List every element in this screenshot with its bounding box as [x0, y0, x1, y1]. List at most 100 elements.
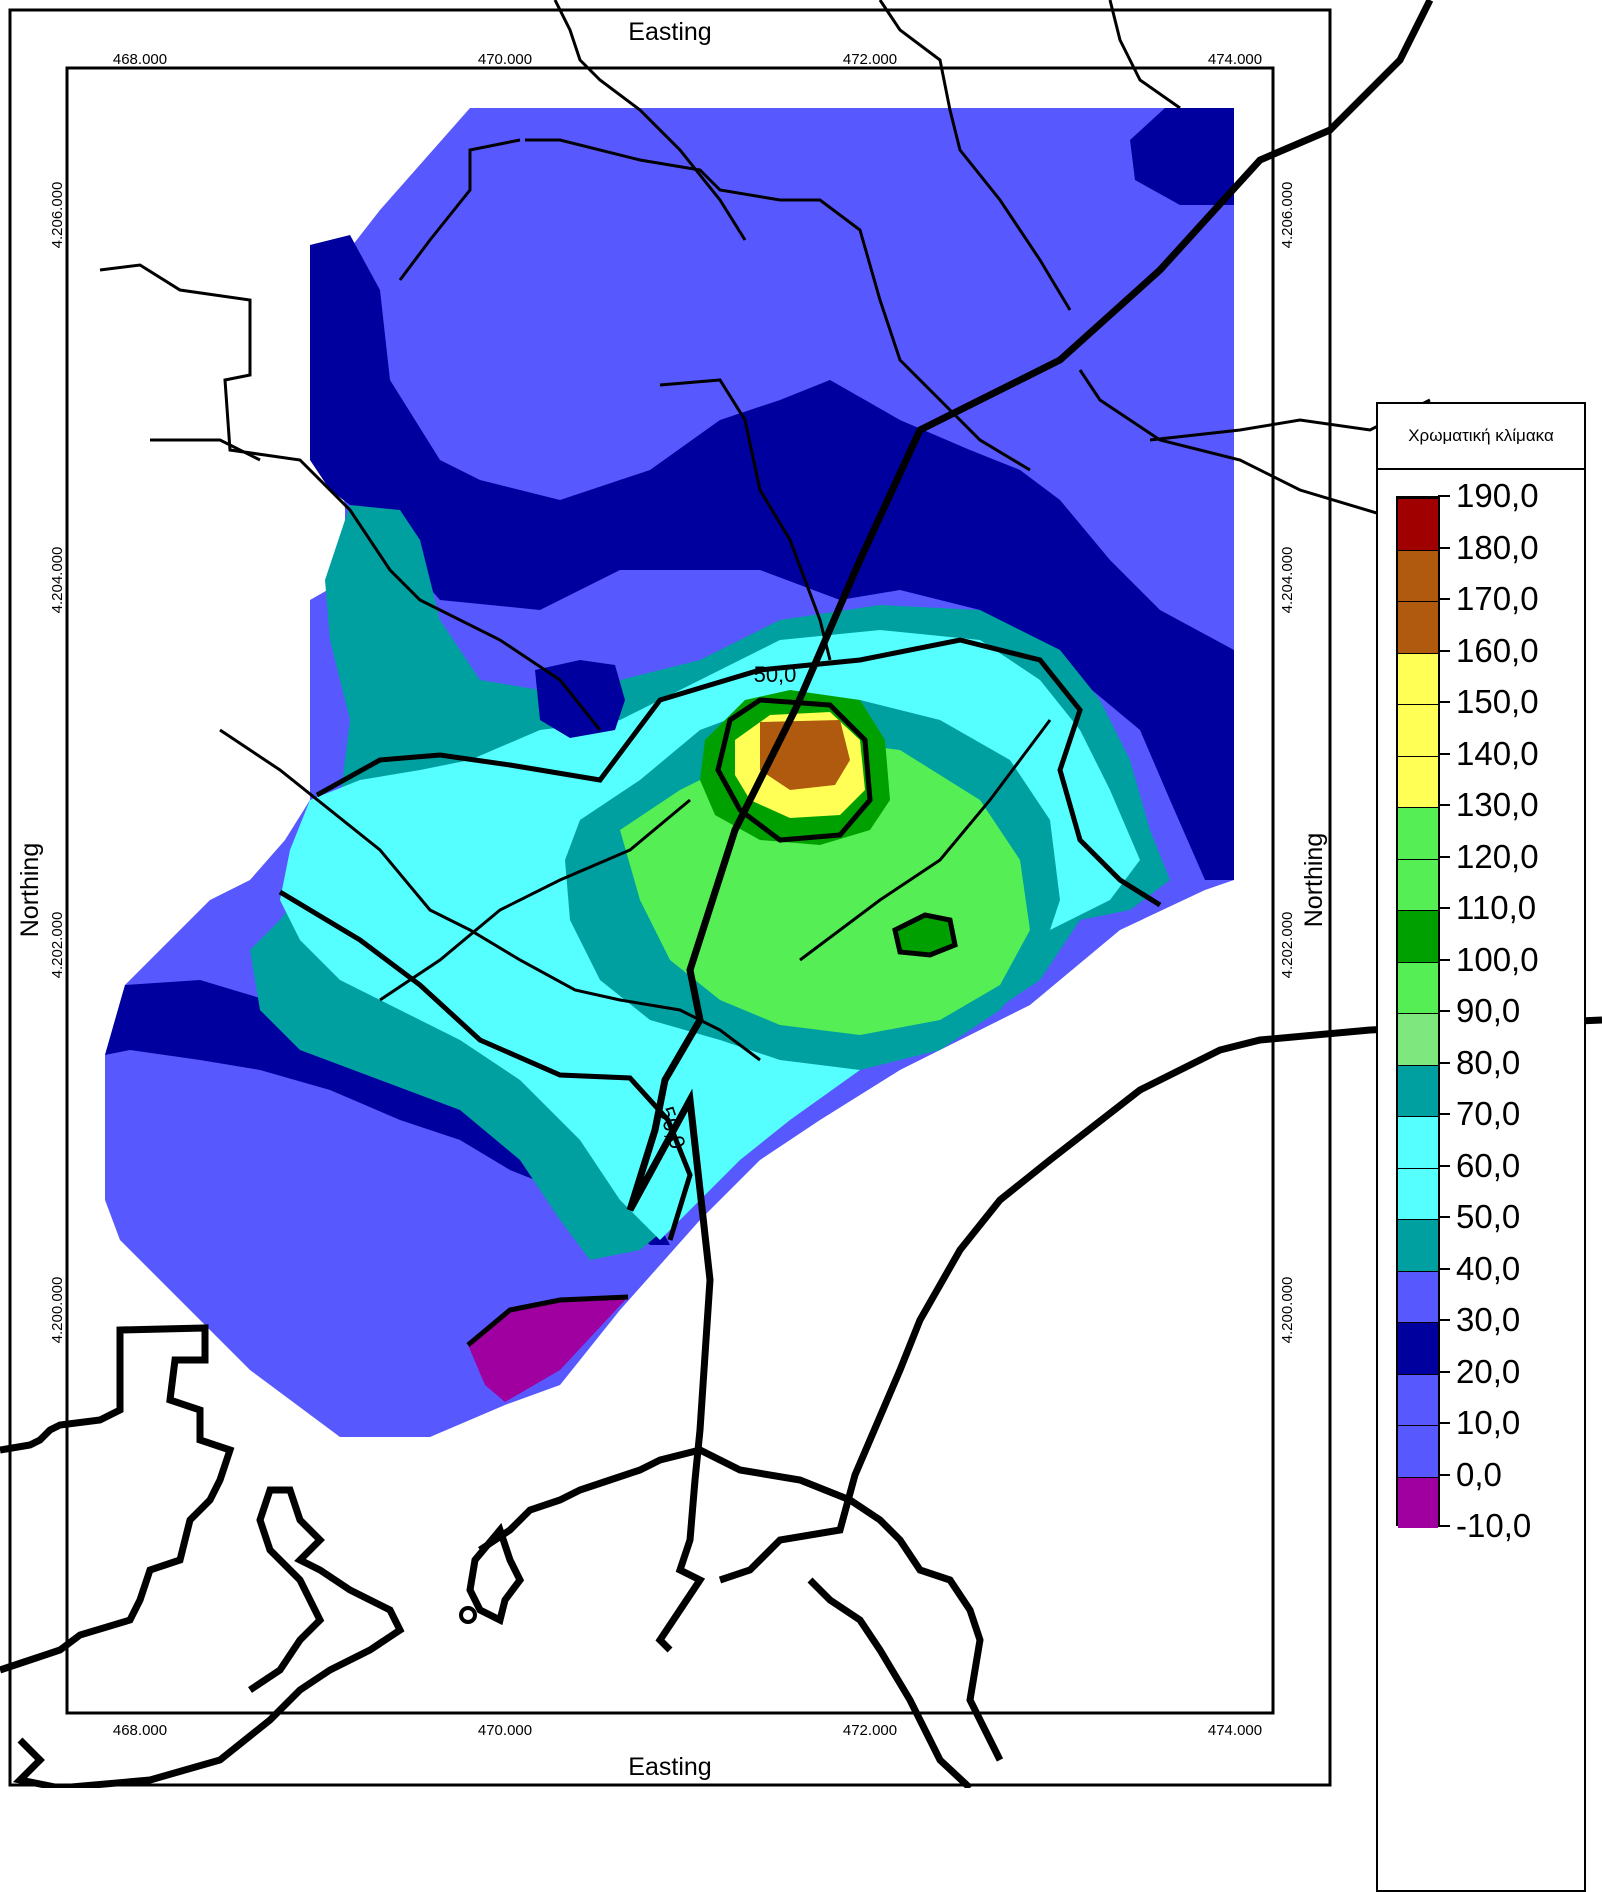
- legend-level-label: 60,0: [1456, 1146, 1521, 1184]
- legend-swatch: [1398, 1167, 1438, 1219]
- legend-swatch: [1398, 652, 1438, 704]
- contour-map: 468.000 470.000 472.000 474.000 Easting …: [0, 0, 1602, 1788]
- coastal-highway: [718, 1016, 1602, 1584]
- road-southwest: [219, 728, 761, 1062]
- region-negative: [468, 1297, 628, 1402]
- legend-level-label: 20,0: [1456, 1352, 1521, 1390]
- legend-tick: [1438, 1267, 1450, 1270]
- color-scale-legend: Χρωματική κλίμακα 190,0 180,0 170,0 160,0 15…: [1376, 402, 1586, 1892]
- legend-level-label: 180,0: [1456, 528, 1539, 566]
- legend-level-label: 160,0: [1456, 631, 1539, 669]
- legend-swatch: [1398, 1373, 1438, 1425]
- legend-level-label: 130,0: [1456, 786, 1539, 823]
- region-20-30-band: [310, 235, 1234, 880]
- legend-swatch: [1398, 1476, 1438, 1528]
- legend-tick: [1438, 1370, 1450, 1373]
- legend-swatch: [1398, 549, 1438, 601]
- legend-swatch: [1398, 1219, 1438, 1271]
- coastline-west: [0, 1324, 235, 1674]
- legend-level-label: 190,0: [1456, 477, 1539, 514]
- y-axis-left: 4.206.000 4.204.000 4.202.000 4.200.000 …: [16, 182, 66, 1344]
- y-tick-right-2: 4.204.000: [1279, 547, 1296, 614]
- x-axis-title-bottom: Easting: [628, 1753, 711, 1781]
- legend-swatch: [1398, 858, 1438, 910]
- legend-level-label: 80,0: [1456, 1043, 1521, 1081]
- x-tick-bottom-1: 468.000: [113, 1722, 167, 1739]
- legend-title: Χρωματική κλίμακα: [1378, 404, 1584, 470]
- legend-level-label: 150,0: [1456, 683, 1539, 720]
- legend-level-label: 70,0: [1456, 1095, 1521, 1132]
- legend-level-label: 30,0: [1456, 1301, 1521, 1338]
- legend-tick: [1438, 1061, 1450, 1064]
- coastline: [0, 1324, 1004, 1788]
- y-tick-left-2: 4.204.000: [49, 547, 66, 614]
- y-tick-left-1: 4.206.000: [49, 182, 66, 249]
- road-northwest: [398, 138, 521, 281]
- legend-tick: [1438, 907, 1450, 909]
- coastline-bay: [12, 1486, 405, 1788]
- y-tick-left-4: 4.200.000: [49, 1277, 66, 1344]
- road-northeast: [878, 0, 1072, 311]
- x-tick-bottom-2: 470.000: [478, 1722, 532, 1739]
- x-tick-bottom-3: 472.000: [843, 1722, 897, 1739]
- contour-line-50-upper: [315, 637, 1162, 908]
- y-tick-right-3: 4.202.000: [1279, 912, 1296, 979]
- legend-tick: [1438, 1319, 1450, 1321]
- legend-tick: [1438, 495, 1450, 497]
- road-west: [99, 263, 602, 731]
- plot-frame: [65, 66, 1275, 1715]
- legend-level-label: 0,0: [1456, 1455, 1502, 1493]
- legend-tick: [1438, 649, 1450, 652]
- legend-tick: [1438, 1010, 1450, 1012]
- legend-swatch: [1398, 704, 1438, 756]
- road-north-b: [525, 138, 1031, 472]
- legend-swatch: [1398, 807, 1438, 859]
- legend-level-label: 120,0: [1456, 837, 1539, 875]
- legend-tick: [1438, 752, 1450, 755]
- legend-swatch: [1398, 1270, 1438, 1322]
- legend-level-label: 40,0: [1456, 1249, 1521, 1287]
- x-tick-top-3: 472.000: [843, 51, 897, 68]
- legend-level-label: 90,0: [1456, 992, 1521, 1029]
- legend-swatch: [1398, 498, 1438, 550]
- contour-label-1: 50,0: [754, 662, 797, 687]
- road-central: [659, 378, 832, 661]
- legend-tick: [1438, 1525, 1450, 1527]
- legend-swatch: [1398, 1425, 1438, 1477]
- y-axis-title-right: Northing: [1300, 833, 1328, 928]
- coastline-peninsula: [807, 1577, 973, 1788]
- legend-tick: [1438, 1422, 1450, 1424]
- legend-swatch: [1398, 755, 1438, 807]
- legend-tick: [1438, 855, 1450, 858]
- region-20-30-lower: [105, 980, 670, 1245]
- legend-color-bar: [1396, 496, 1440, 1528]
- legend-tick: [1438, 1164, 1450, 1167]
- y-tick-right-4: 4.200.000: [1279, 1277, 1296, 1344]
- x-axis-top: 468.000 470.000 472.000 474.000 Easting: [113, 18, 1262, 68]
- legend-tick: [1438, 1113, 1450, 1115]
- legend-tick: [1438, 1473, 1450, 1476]
- y-tick-right-1: 4.206.000: [1279, 182, 1296, 249]
- legend-swatch: [1398, 601, 1438, 653]
- x-tick-top-2: 470.000: [478, 51, 532, 68]
- region-20-30-corner: [1130, 108, 1234, 205]
- x-tick-bottom-4: 474.000: [1208, 1722, 1262, 1739]
- contour-line-50-lower: [278, 889, 693, 1241]
- islet-dot: [459, 1606, 477, 1624]
- y-axis-title-left: Northing: [16, 843, 44, 938]
- legend-swatch: [1398, 1064, 1438, 1116]
- legend-tick: [1438, 958, 1450, 961]
- legend-tick: [1438, 598, 1450, 600]
- legend-tick: [1438, 804, 1450, 806]
- legend-swatch: [1398, 1013, 1438, 1065]
- road-southeast: [799, 719, 1052, 962]
- y-tick-left-3: 4.202.000: [49, 912, 66, 979]
- legend-tick: [1438, 546, 1450, 549]
- contour-line-zero: [466, 1294, 629, 1347]
- legend-tick: [1438, 1216, 1450, 1218]
- x-axis-bottom: 468.000 470.000 472.000 474.000 Easting: [113, 1722, 1262, 1781]
- coastline-islet: [466, 1522, 525, 1626]
- legend-swatch: [1398, 1322, 1438, 1374]
- coastline-south: [478, 1446, 1004, 1762]
- legend-level-label: 140,0: [1456, 734, 1539, 772]
